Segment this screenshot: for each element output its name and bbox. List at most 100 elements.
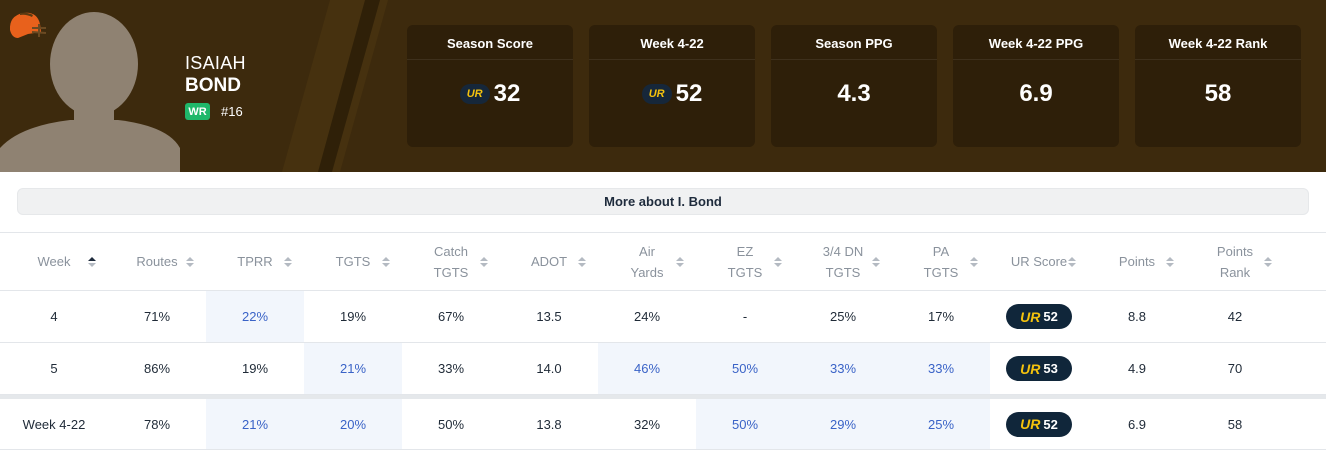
table-cell-catch-tgts: 67% [437,309,465,324]
column-header-air-yards[interactable]: Air Yards [598,233,696,290]
stat-label: Season Score [447,36,533,51]
table-cell-tgts: 20% [304,399,402,449]
team-helmet-icon [9,12,46,38]
table-cell-adot: 14.0 [536,361,562,376]
sort-icon[interactable] [1264,256,1272,267]
weekly-stats-table: Week Routes TPRR TGTS Catch TGTS ADOT Air Yard… [0,232,1326,450]
column-header-catch-tgts[interactable]: Catch TGTS [402,233,500,290]
stat-card-week-rank: Week 4-22 Rank 58 [1135,25,1301,147]
ur-logo-icon: UR [1020,360,1041,377]
sort-icon[interactable] [970,256,978,267]
ur-logo-icon: UR [1020,416,1041,432]
table-cell-3-4-dn-tgts: 25% [829,309,857,324]
player-last-name: BOND [185,75,241,96]
sort-icon[interactable] [382,256,390,267]
stat-value: 32 [493,80,521,107]
sort-icon[interactable] [872,256,880,267]
table-cell-3-4-dn-tgts: 33% [794,343,892,394]
table-cell-week: 4 [50,309,58,324]
table-cell-ez-tgts: - [742,309,748,324]
table-cell-points: 6.9 [1127,416,1147,432]
column-header-tprr[interactable]: TPRR [206,233,304,290]
column-header-label: Catch TGTS [433,243,469,280]
column-header-tgts[interactable]: TGTS [304,233,402,290]
table-cell-air-yards: 24% [633,309,661,324]
sort-icon[interactable] [480,256,488,267]
column-header-adot[interactable]: ADOT [500,233,598,290]
table-cell-ez-tgts: 50% [696,343,794,394]
column-header-points-rank[interactable]: Points Rank [1186,233,1284,290]
column-header-week[interactable]: Week [0,233,108,290]
sort-icon[interactable] [676,256,684,267]
column-header-ez-tgts[interactable]: EZ TGTS [696,233,794,290]
more-about-button[interactable]: More about I. Bond [17,188,1309,215]
table-cell-adot: 13.8 [536,416,562,432]
column-header-points[interactable]: Points [1088,233,1186,290]
table-cell-catch-tgts: 50% [437,416,465,432]
table-cell-tprr: 22% [206,291,304,342]
table-cell-pa-tgts: 17% [927,309,955,324]
table-cell-points-rank: 58 [1227,416,1243,432]
ur-score-value: 53 [1043,361,1058,376]
stat-value: 4.3 [837,80,871,107]
sort-icon[interactable] [88,256,96,267]
table-cell-ur-score: UR 52 [990,399,1088,449]
column-header-pa-tgts[interactable]: PA TGTS [892,233,990,290]
table-cell-pa-tgts: 25% [892,399,990,449]
player-header: ISAIAH BOND WR #16 Season Score UR 32 We… [0,0,1326,172]
table-cell-tprr: 21% [206,399,304,449]
column-header-label: TGTS [335,254,371,269]
table-cell-ur-score: UR 52 [990,291,1088,342]
stat-value: 52 [675,80,703,107]
sort-icon[interactable] [578,256,586,267]
ur-score-value: 52 [1043,309,1058,324]
table-cell-routes: 78% [143,416,171,432]
stat-label: Week 4-22 PPG [988,36,1084,51]
stat-label: Week 4-22 Rank [1168,36,1268,51]
table-cell-routes: 86% [143,361,171,376]
table-cell-week: Week 4-22 [22,416,86,432]
stat-value: 58 [1204,80,1232,107]
table-cell-tprr: 19% [241,361,269,376]
table-header-row: Week Routes TPRR TGTS Catch TGTS ADOT Air Yard… [0,233,1326,291]
table-cell-points-rank: 42 [1227,309,1243,324]
ur-logo-icon: UR [641,84,672,104]
table-row: 5 86% 19% 21% 33% 14.0 46% 50% 33% 33% UR 53 4.9 70 [0,343,1326,395]
table-cell-ez-tgts: 50% [696,399,794,449]
stat-card-week-ppg: Week 4-22 PPG 6.9 [953,25,1119,147]
sort-icon[interactable] [774,256,782,267]
sort-icon[interactable] [1166,256,1174,267]
stat-card-season-score: Season Score UR 32 [407,25,573,147]
stat-value: 6.9 [1019,80,1053,107]
column-header-label: ADOT [530,254,568,269]
column-header-ur-score[interactable]: UR Score [990,233,1088,290]
table-cell-catch-tgts: 33% [437,361,465,376]
column-header-label: UR Score [1010,254,1068,269]
player-first-name: ISAIAH [185,53,246,73]
header-background [282,0,388,172]
ur-score-badge: UR 52 [1006,304,1072,329]
column-header-label: Points Rank [1216,243,1254,280]
table-cell-air-yards: 32% [633,416,661,432]
player-silhouette-icon [0,12,180,172]
player-name-block: ISAIAH BOND WR #16 [185,52,246,120]
table-cell-points-rank: 70 [1227,361,1243,376]
sort-icon[interactable] [1068,256,1076,267]
column-header-routes[interactable]: Routes [108,233,206,290]
column-header-3-4-dn-tgts[interactable]: 3/4 DN TGTS [794,233,892,290]
sort-icon[interactable] [186,256,194,267]
position-badge: WR [185,103,210,120]
stat-label: Season PPG [815,36,893,51]
ur-score-value: 52 [1043,416,1058,432]
table-cell-tgts: 19% [339,309,367,324]
column-header-label: Routes [136,254,178,269]
table-cell-3-4-dn-tgts: 29% [794,399,892,449]
ur-score-badge: UR 52 [1006,411,1072,437]
ur-score-badge: UR 53 [1006,356,1072,381]
stat-card-season-ppg: Season PPG 4.3 [771,25,937,147]
table-cell-ur-score: UR 53 [990,343,1088,394]
stat-card-week-score: Week 4-22 UR 52 [589,25,755,147]
sort-icon[interactable] [284,256,292,267]
table-cell-tgts: 21% [304,343,402,394]
stat-label: Week 4-22 [640,36,704,51]
